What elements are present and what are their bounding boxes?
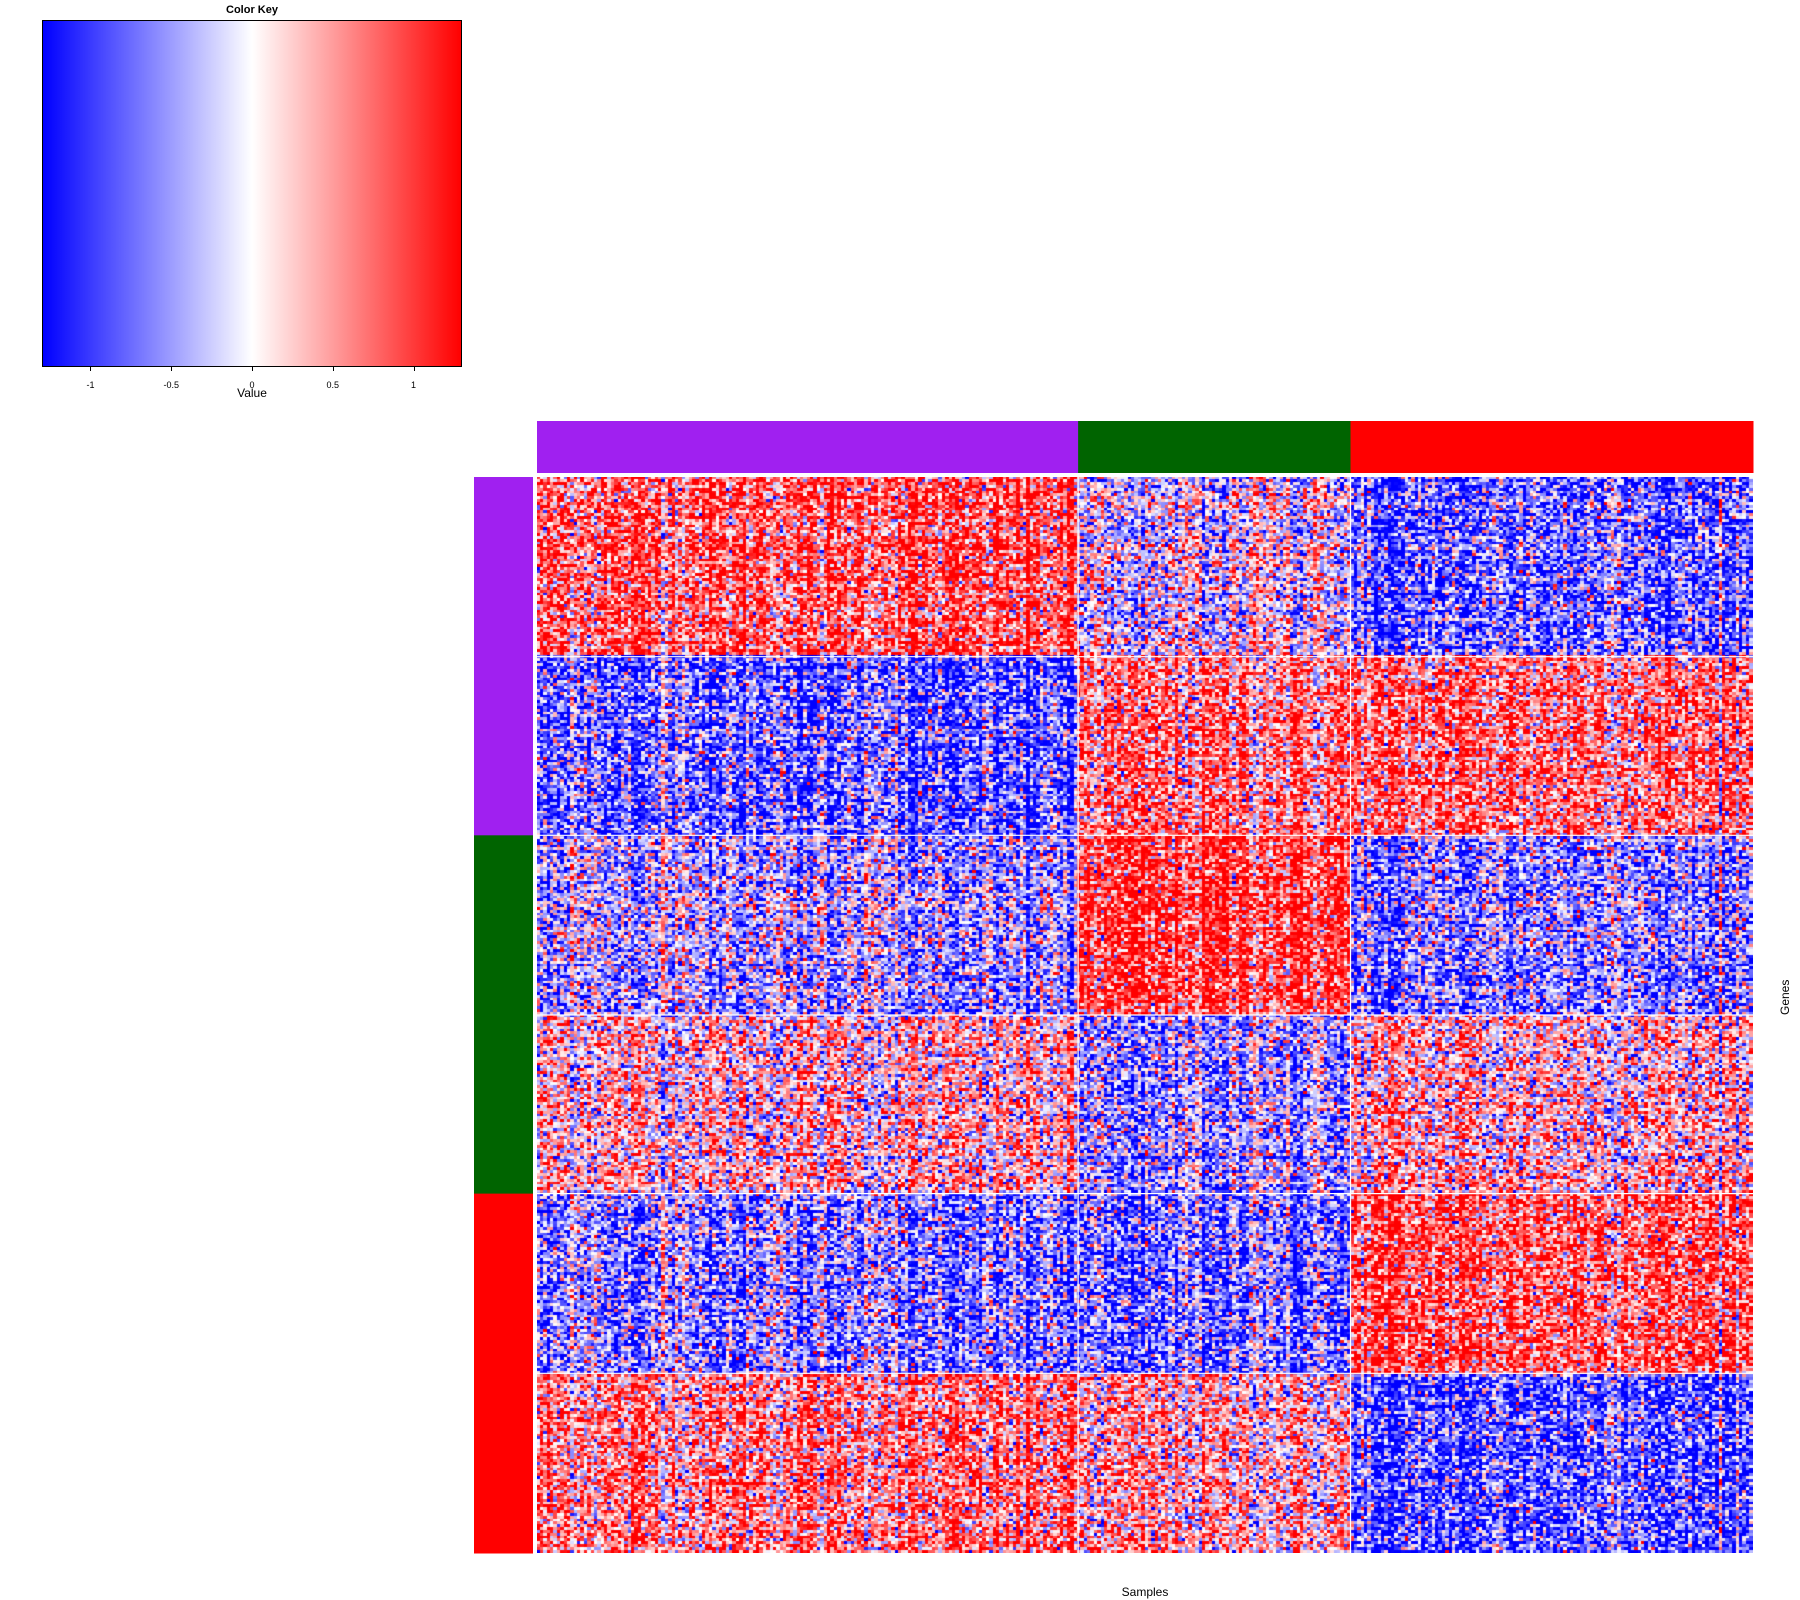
color-key-tick-label: -1 xyxy=(86,380,95,390)
color-key-tick-label: 0 xyxy=(249,380,255,390)
row-side-color-group-1 xyxy=(474,477,533,836)
color-key-title: Color Key xyxy=(226,4,278,16)
color-key-tick xyxy=(171,367,173,371)
row-side-color-group-2 xyxy=(474,835,533,1195)
color-key-tick-label: -0.5 xyxy=(163,380,179,390)
color-key-tick-label: 1 xyxy=(411,380,417,390)
column-side-color-group-3 xyxy=(1350,421,1754,473)
y-axis-label: Genes xyxy=(1778,979,1792,1015)
column-side-color-group-1 xyxy=(537,421,1079,473)
color-key-axis-label: Value xyxy=(237,386,267,400)
color-key-tick xyxy=(332,367,334,371)
color-key-tick xyxy=(90,367,92,371)
color-key-tick xyxy=(413,367,415,371)
x-axis-label: Samples xyxy=(1121,1585,1169,1599)
color-key-gradient xyxy=(42,20,462,367)
color-key-tick-label: 0.5 xyxy=(326,380,340,390)
color-key-tick xyxy=(252,367,253,371)
column-side-color-group-2 xyxy=(1078,421,1352,473)
row-side-color-group-3 xyxy=(474,1193,533,1554)
